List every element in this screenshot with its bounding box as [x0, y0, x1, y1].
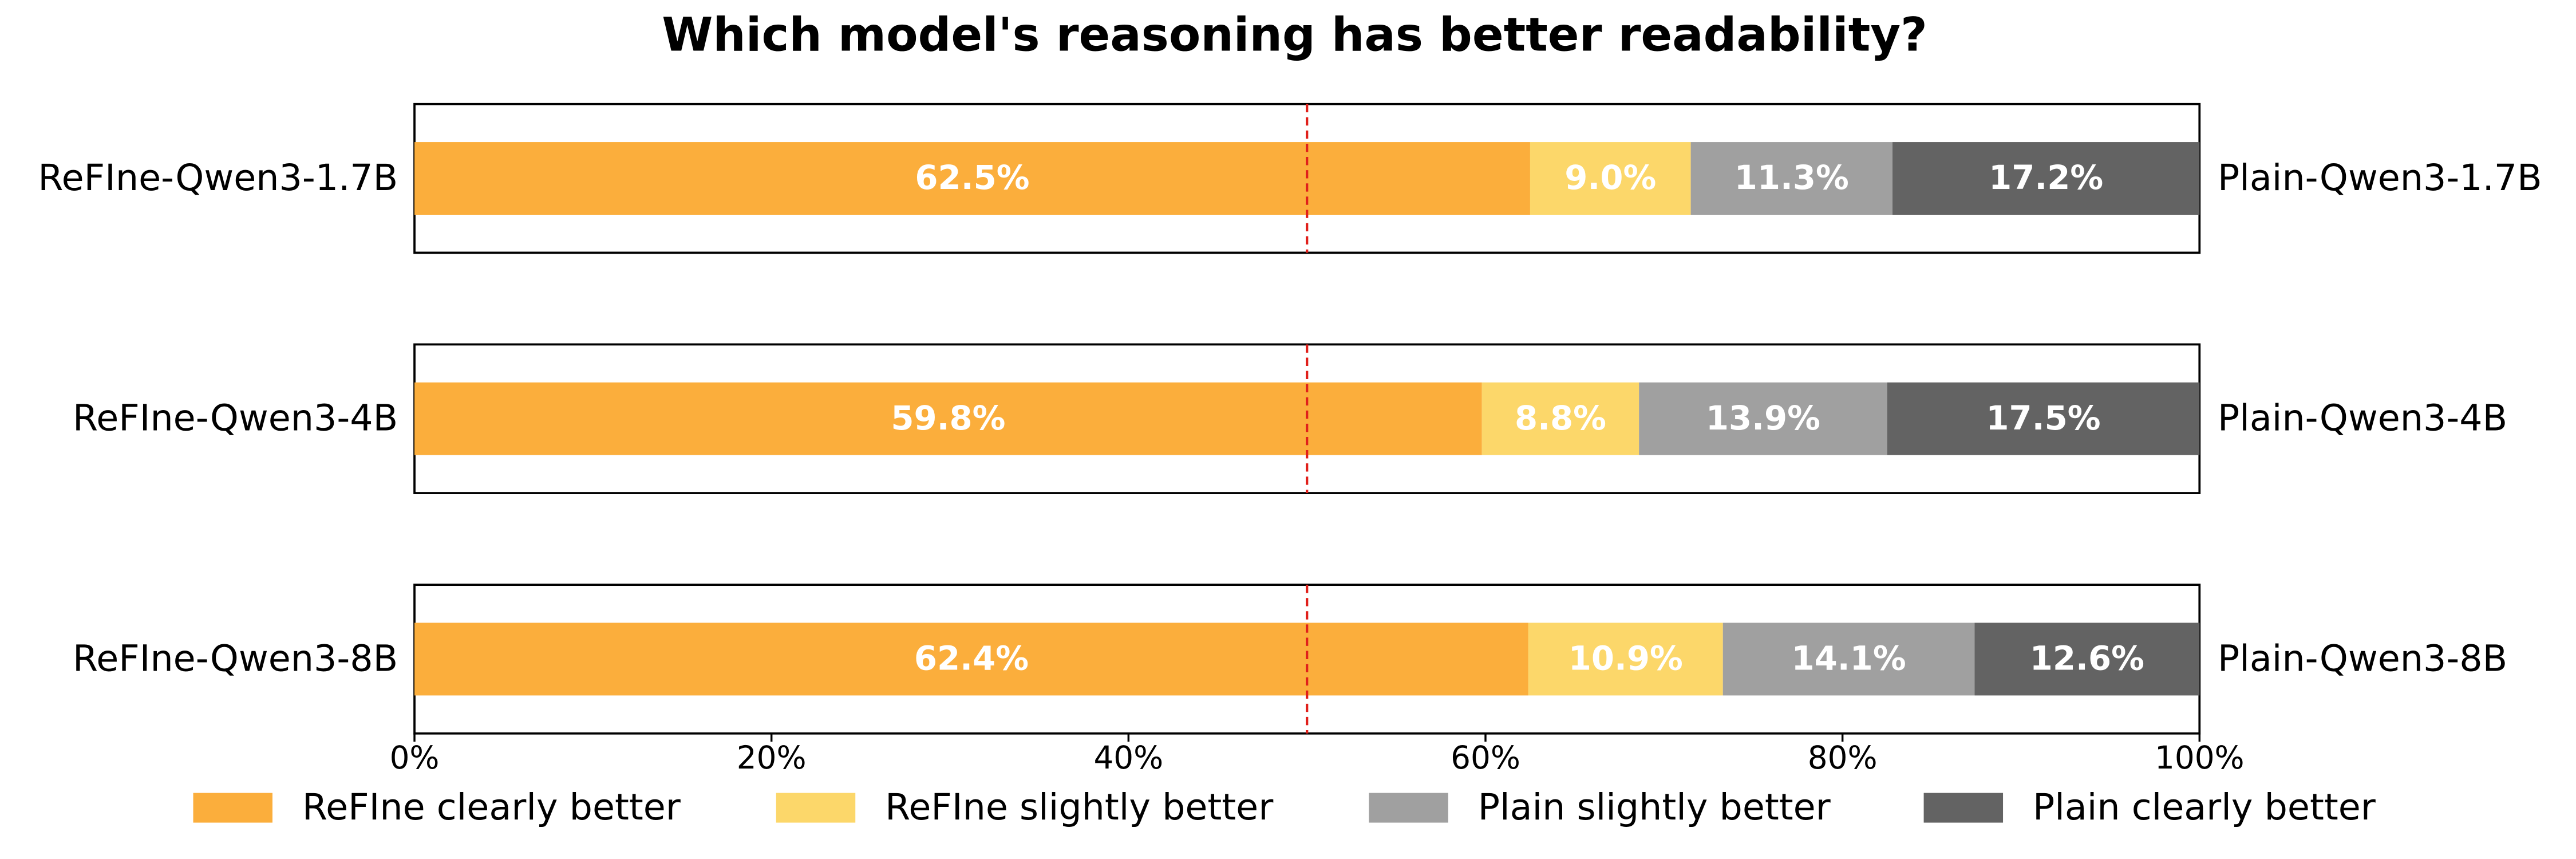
bar-segment	[414, 142, 1530, 215]
x-tick-label: 40%	[1093, 739, 1163, 776]
bar-segment	[414, 622, 1528, 696]
bar-segment	[1974, 622, 2200, 696]
legend-swatch	[193, 793, 272, 823]
legend-label: ReFIne slightly better	[885, 786, 1274, 828]
value-label: 10.9%	[1568, 639, 1683, 677]
chart-title: Which model's reasoning has better reada…	[662, 8, 1927, 62]
value-label: 14.1%	[1791, 639, 1906, 677]
x-tick-label: 60%	[1451, 739, 1520, 776]
legend-swatch	[1923, 793, 2004, 823]
bar-segment	[414, 382, 1482, 455]
x-tick-label: 0%	[390, 739, 440, 776]
right-label: Plain-Qwen3-8B	[2218, 637, 2507, 679]
bar-segment	[1530, 142, 1691, 215]
legend-label: ReFIne clearly better	[302, 786, 681, 828]
bar-segment	[1887, 382, 2200, 455]
category-label: ReFIne-Qwen3-1.7B	[38, 156, 398, 199]
value-label: 62.4%	[914, 639, 1029, 677]
bar-segment	[1481, 382, 1639, 455]
legend-label: Plain slightly better	[1478, 786, 1831, 828]
value-label: 17.5%	[1986, 399, 2100, 438]
x-tick-label: 80%	[1808, 739, 1878, 776]
bar-segment	[1722, 622, 1975, 696]
legend-swatch	[1369, 793, 1448, 823]
value-label: 59.8%	[891, 399, 1005, 438]
value-label: 8.8%	[1515, 399, 1606, 438]
legend-label: Plain clearly better	[2033, 786, 2376, 828]
value-label: 11.3%	[1735, 158, 1849, 197]
value-label: 17.2%	[1989, 158, 2103, 197]
value-label: 9.0%	[1564, 158, 1656, 197]
right-label: Plain-Qwen3-4B	[2218, 397, 2507, 439]
bar-segment	[1892, 142, 2200, 215]
bar-segment	[1639, 382, 1887, 455]
value-label: 13.9%	[1706, 399, 1820, 438]
category-label: ReFIne-Qwen3-4B	[73, 397, 398, 439]
value-label: 12.6%	[2030, 639, 2144, 677]
value-label: 62.5%	[915, 158, 1029, 197]
bar-segment	[1690, 142, 1893, 215]
x-tick-label: 100%	[2155, 739, 2245, 776]
legend-swatch	[776, 793, 856, 823]
category-label: ReFIne-Qwen3-8B	[73, 637, 398, 679]
bar-segment	[1528, 622, 1723, 696]
right-label: Plain-Qwen3-1.7B	[2218, 156, 2542, 199]
x-tick-label: 20%	[737, 739, 807, 776]
